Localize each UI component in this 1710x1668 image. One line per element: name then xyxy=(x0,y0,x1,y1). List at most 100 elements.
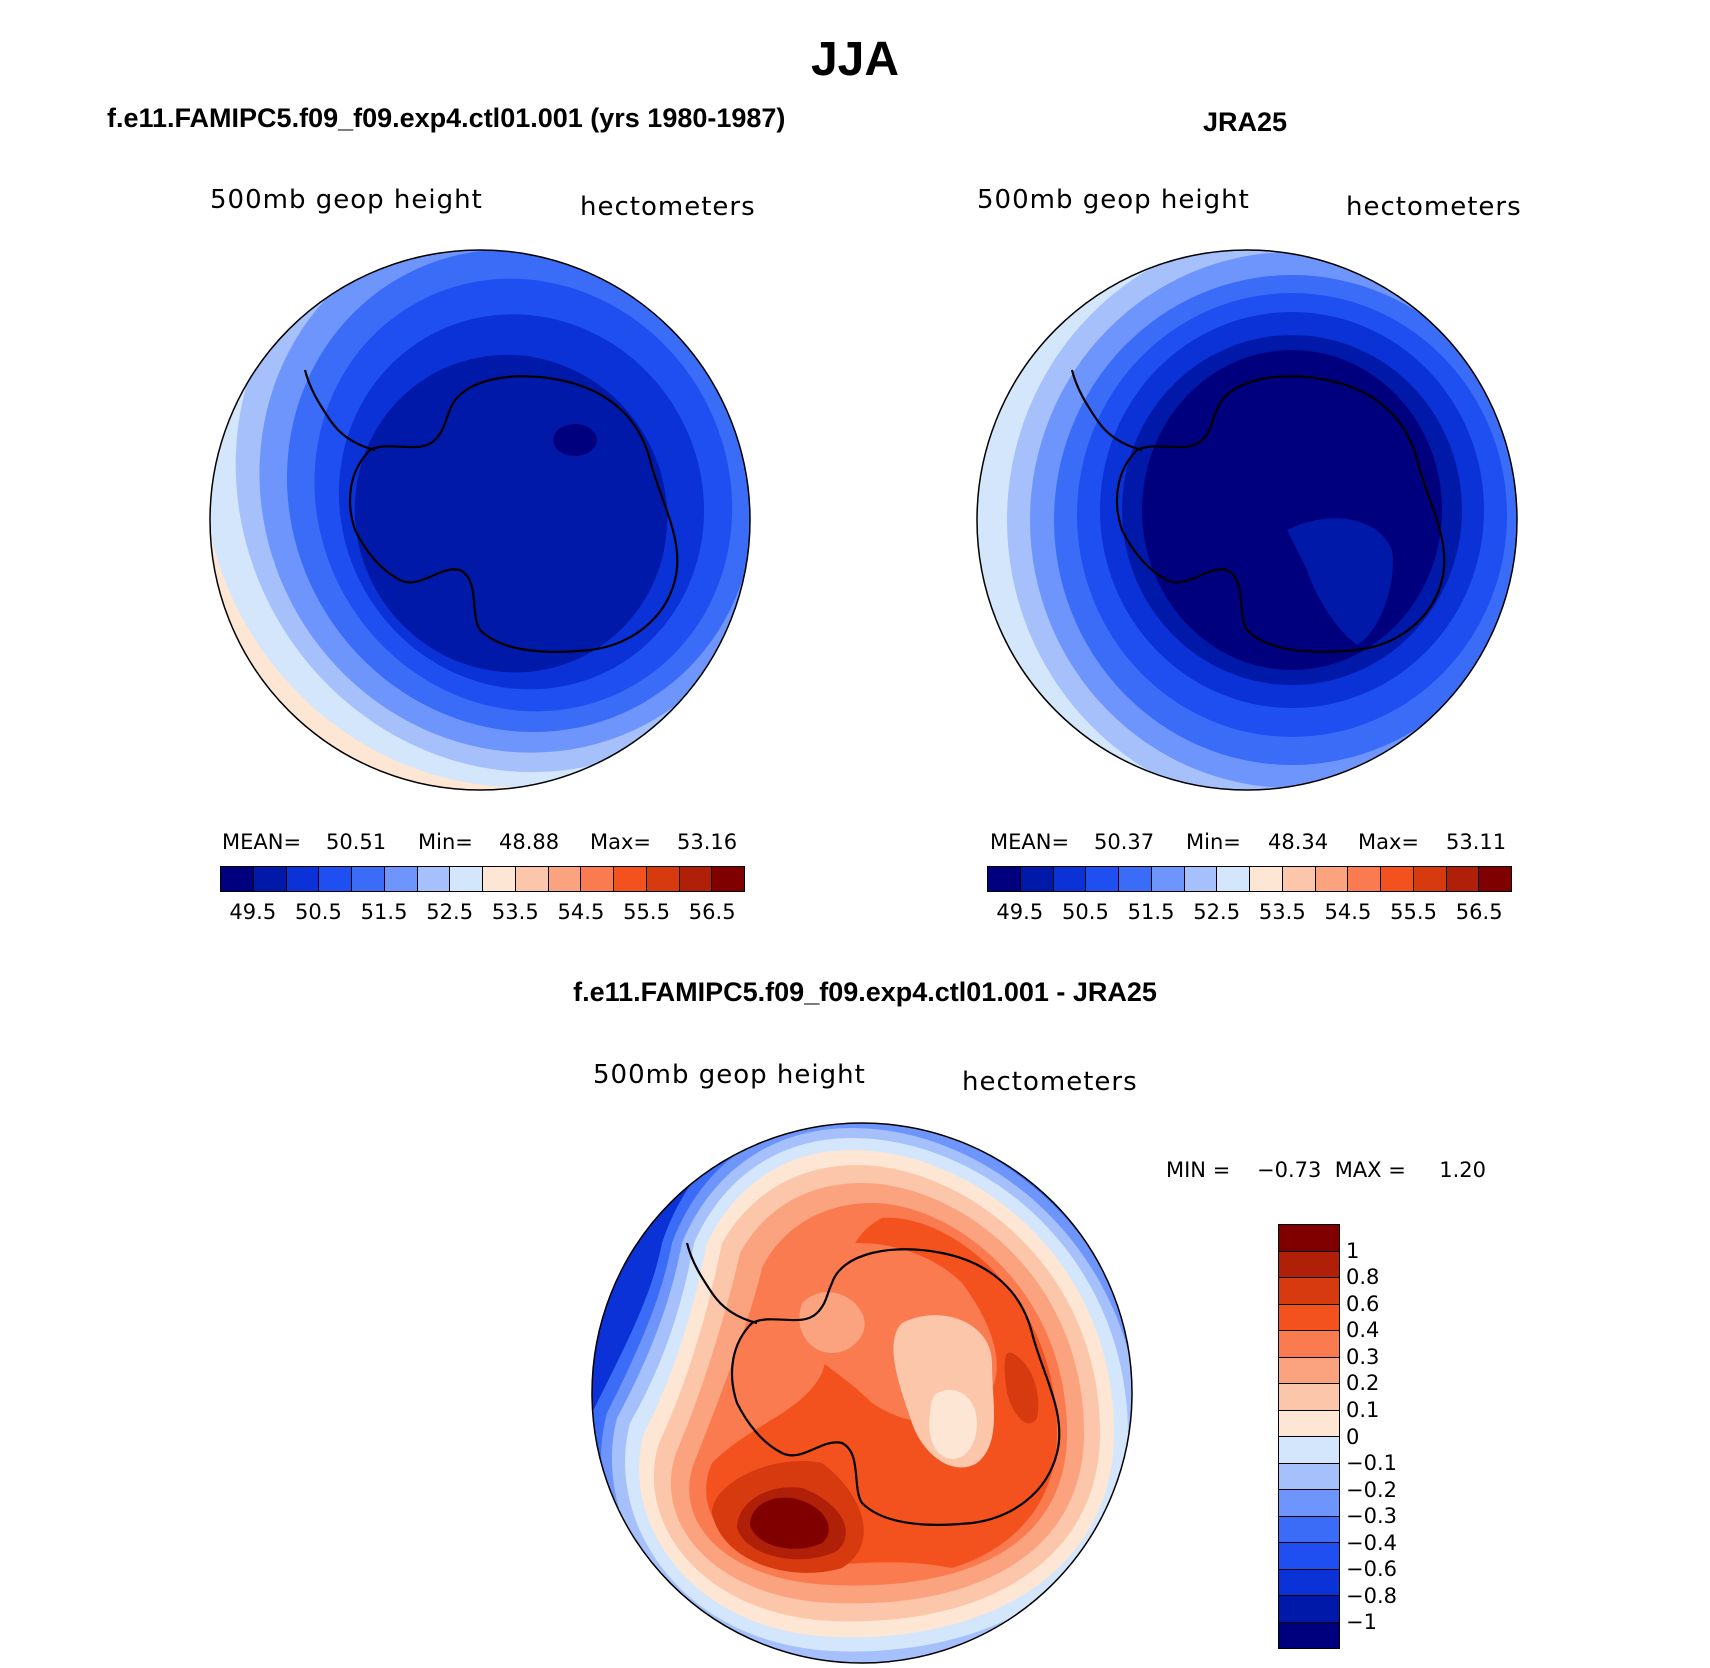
colorbar-tick-label: 53.5 xyxy=(1258,900,1306,924)
colorbar-tick-label: 51.5 xyxy=(360,900,408,924)
colorbar-swatch xyxy=(679,867,713,891)
colorbar-swatch xyxy=(483,867,516,891)
colorbar-tick-label: 49.5 xyxy=(229,900,277,924)
colorbar-swatch xyxy=(352,867,385,891)
diff-panel-minmax: MIN = −0.73 MAX = 1.20 xyxy=(1166,1158,1486,1182)
colorbar-swatch xyxy=(581,867,614,891)
colorbar-tick-label: 50.5 xyxy=(1062,900,1109,924)
panel-1-max-value: 53.16 xyxy=(677,830,738,854)
panel-1-max-label: Max= xyxy=(590,830,652,854)
colorbar-swatch xyxy=(1279,1516,1339,1543)
colorbar-swatch xyxy=(614,867,647,891)
panel-2-units: hectometers xyxy=(1346,192,1522,222)
colorbar-swatch xyxy=(1279,1225,1339,1252)
colorbar-tick-label: 53.5 xyxy=(491,900,539,924)
colorbar-swatch xyxy=(1446,867,1480,891)
colorbar-swatch xyxy=(1279,1622,1339,1648)
panel-2-mean-label: MEAN= xyxy=(990,830,1070,854)
colorbar-swatch xyxy=(1279,1543,1339,1570)
colorbar-tick-label: 52.5 xyxy=(426,900,474,924)
colorbar-swatch xyxy=(1279,1410,1339,1437)
colorbar-tick-label: 56.5 xyxy=(1455,900,1503,924)
colorbar-tick-label: −0.4 xyxy=(1346,1530,1397,1555)
diff-panel-variable: 500mb geop height xyxy=(593,1060,866,1090)
colorbar-tick-label: 51.5 xyxy=(1127,900,1175,924)
panel-2-mean-value: 50.37 xyxy=(1094,830,1155,854)
colorbar-swatch xyxy=(1279,1596,1339,1623)
colorbar-swatch xyxy=(1279,1463,1339,1490)
diff-panel-units: hectometers xyxy=(962,1067,1138,1097)
colorbar-swatch xyxy=(417,867,451,891)
colorbar-tick-label: 0.1 xyxy=(1346,1397,1380,1422)
colorbar-swatch xyxy=(221,867,254,891)
panel-2-colorbar xyxy=(987,866,1512,892)
colorbar-swatch xyxy=(450,867,483,891)
colorbar-tick-label: 54.5 xyxy=(1324,900,1372,924)
colorbar-swatch xyxy=(253,867,287,891)
colorbar-tick-label: −0.2 xyxy=(1346,1477,1397,1502)
colorbar-tick-label: 0.3 xyxy=(1346,1344,1380,1369)
colorbar-swatch xyxy=(1053,867,1087,891)
panel-2-map xyxy=(976,249,1518,791)
colorbar-swatch xyxy=(1279,1251,1339,1278)
colorbar-swatch xyxy=(1217,867,1250,891)
colorbar-tick-label: 0.4 xyxy=(1346,1318,1380,1343)
diff-panel-title: f.e11.FAMIPC5.f09_f09.exp4.ctl01.001 - J… xyxy=(573,977,1157,1007)
colorbar-tick-label: 52.5 xyxy=(1193,900,1241,924)
colorbar-swatch xyxy=(1381,867,1414,891)
colorbar-swatch xyxy=(1479,867,1511,891)
colorbar-swatch xyxy=(515,867,549,891)
panel-1-mean-value: 50.51 xyxy=(326,830,387,854)
colorbar-swatch xyxy=(1315,867,1349,891)
colorbar-swatch xyxy=(548,867,582,891)
colorbar-tick-label: 0.2 xyxy=(1346,1371,1380,1396)
colorbar-swatch xyxy=(1279,1357,1339,1384)
colorbar-swatch xyxy=(1413,867,1447,891)
panel-2-title: JRA25 xyxy=(1203,107,1288,137)
colorbar-tick-label: 49.5 xyxy=(996,900,1044,924)
colorbar-tick-label: −0.1 xyxy=(1346,1451,1397,1476)
panel-2-max-label: Max= xyxy=(1358,830,1420,854)
colorbar-tick-label: −0.6 xyxy=(1346,1557,1397,1582)
colorbar-swatch xyxy=(1279,1384,1339,1411)
panel-1-min-label: Min= xyxy=(418,830,473,854)
panel-1-min-value: 48.88 xyxy=(499,830,560,854)
colorbar-swatch xyxy=(712,867,744,891)
colorbar-tick-label: −0.8 xyxy=(1346,1583,1397,1608)
colorbar-swatch xyxy=(988,867,1021,891)
panel-1-variable: 500mb geop height xyxy=(210,185,483,215)
panel-2-min-value: 48.34 xyxy=(1268,830,1329,854)
colorbar-swatch xyxy=(1348,867,1381,891)
colorbar-swatch xyxy=(1279,1569,1339,1596)
colorbar-swatch xyxy=(384,867,418,891)
colorbar-tick-label: 55.5 xyxy=(623,900,670,924)
colorbar-swatch xyxy=(1119,867,1152,891)
diff-panel-map xyxy=(591,1122,1133,1664)
colorbar-swatch xyxy=(1279,1278,1339,1305)
panel-2-min-label: Min= xyxy=(1186,830,1241,854)
colorbar-tick-label: −1 xyxy=(1346,1610,1377,1635)
colorbar-tick-label: 55.5 xyxy=(1390,900,1437,924)
colorbar-swatch xyxy=(286,867,320,891)
diff-panel-colorbar xyxy=(1278,1224,1340,1649)
colorbar-tick-label: 0.8 xyxy=(1346,1265,1380,1290)
colorbar-tick-label: 1 xyxy=(1346,1238,1360,1263)
colorbar-swatch xyxy=(1151,867,1185,891)
panel-1-colorbar xyxy=(220,866,745,892)
panel-1-map xyxy=(209,249,751,791)
panel-1-mean-label: MEAN= xyxy=(222,830,302,854)
panel-1-units: hectometers xyxy=(580,192,756,222)
colorbar-tick-label: −0.3 xyxy=(1346,1504,1397,1529)
colorbar-tick-label: 0.6 xyxy=(1346,1291,1380,1316)
colorbar-swatch xyxy=(1282,867,1316,891)
figure-title: JJA xyxy=(810,33,900,86)
colorbar-swatch xyxy=(1020,867,1054,891)
colorbar-tick-label: 54.5 xyxy=(557,900,605,924)
colorbar-swatch xyxy=(1086,867,1119,891)
colorbar-swatch xyxy=(1279,1304,1339,1331)
colorbar-swatch xyxy=(1279,1331,1339,1358)
colorbar-tick-label: 50.5 xyxy=(295,900,342,924)
colorbar-swatch xyxy=(1184,867,1218,891)
colorbar-swatch xyxy=(1279,1437,1339,1464)
colorbar-tick-label: 56.5 xyxy=(688,900,736,924)
